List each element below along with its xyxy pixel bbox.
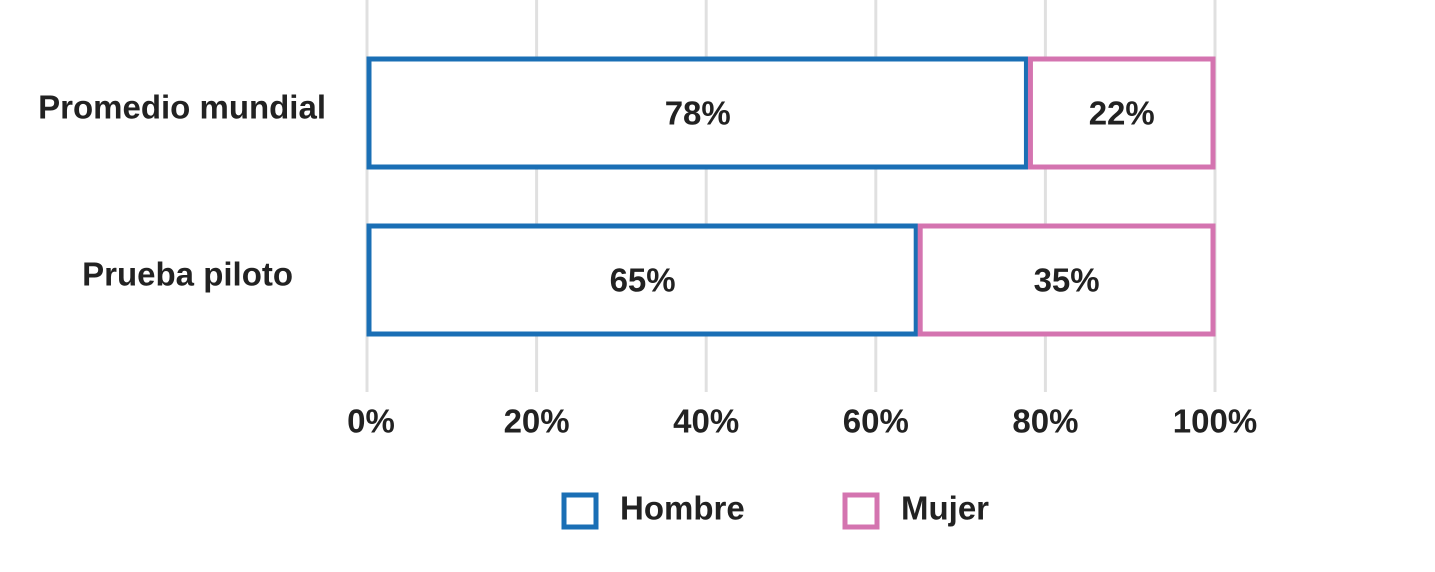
bar-segment [366,56,1029,170]
x-tick-label: 60% [843,403,909,440]
bar-segment [1027,56,1216,170]
category-label: Promedio mundial [38,89,326,126]
x-tick-label: 20% [504,403,570,440]
value-label: 78% [665,95,731,132]
value-label: 22% [1089,95,1155,132]
x-tick-label: 100% [1173,403,1257,440]
legend-swatch [561,492,599,530]
bar-segment [917,223,1216,337]
x-tick-label: 80% [1012,403,1078,440]
legend-swatch [842,492,880,530]
legend-label: Mujer [901,490,989,527]
bar-segment [366,223,919,337]
x-tick-label: 0% [347,403,395,440]
category-label: Prueba piloto [82,256,293,293]
legend-label: Hombre [620,490,745,527]
value-label: 65% [610,262,676,299]
x-tick-label: 40% [673,403,739,440]
value-label: 35% [1034,262,1100,299]
